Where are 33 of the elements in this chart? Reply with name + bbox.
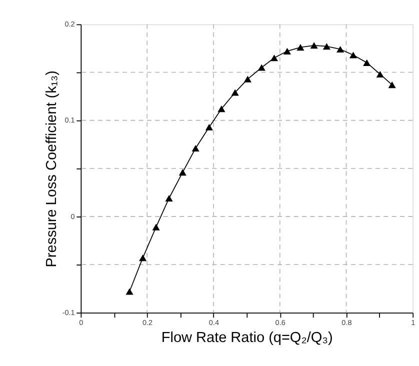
x-tick-label: 0.2: [142, 318, 153, 327]
point: [178, 169, 186, 176]
point: [126, 288, 134, 295]
y-axis-title: Pressure Loss Coefficient (k₁₃): [44, 70, 60, 268]
x-tick-label: 1: [411, 318, 416, 327]
y-tick-label: -0.1: [62, 308, 75, 317]
y-tick-label: 0.2: [64, 20, 75, 29]
point: [218, 106, 226, 112]
point: [270, 54, 278, 62]
point: [231, 89, 239, 96]
point: [349, 52, 358, 58]
x-tick-label: 0.8: [342, 318, 352, 327]
x-axis-title: Flow Rate Ratio (q=Q₂/Q₃): [161, 330, 333, 346]
point: [152, 224, 160, 230]
point: [336, 46, 344, 53]
point: [388, 82, 396, 88]
point: [283, 48, 291, 54]
x-tick-label: 0.6: [275, 318, 286, 327]
y-tick-label: 0.1: [64, 116, 75, 125]
point: [138, 254, 147, 262]
point: [258, 64, 266, 71]
point: [192, 144, 200, 152]
point: [310, 42, 318, 49]
point: [165, 194, 173, 202]
point: [205, 124, 213, 130]
point: [322, 43, 330, 50]
x-tick-label: 0.4: [208, 318, 219, 327]
point: [376, 70, 384, 78]
point: [296, 44, 304, 51]
point: [363, 59, 371, 66]
x-tick-label: 0: [79, 318, 84, 327]
point: [244, 76, 252, 82]
y-tick-label: 0: [70, 212, 75, 221]
